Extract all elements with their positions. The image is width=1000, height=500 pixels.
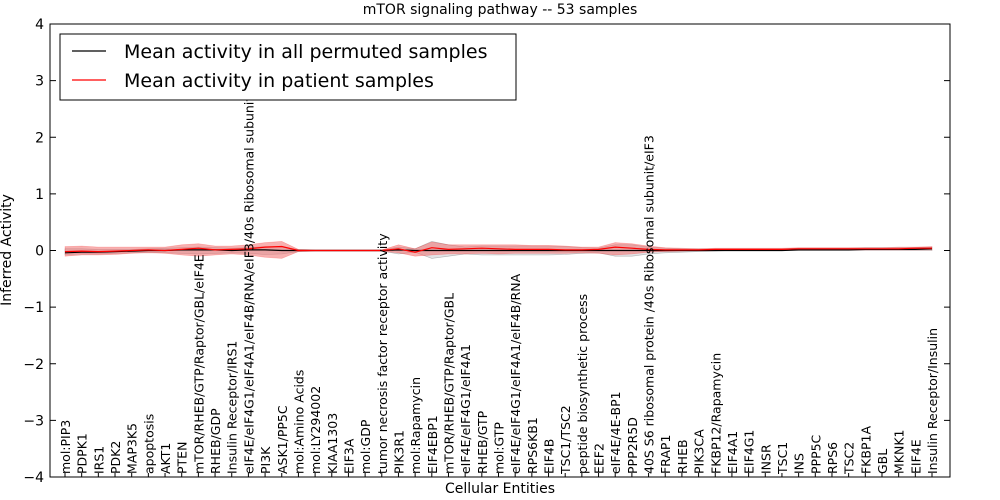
x-category-label: EIF4G1 [742, 430, 757, 474]
x-category-label: Insulin Receptor/Insulin [925, 328, 940, 474]
x-category-label: EIF4B [542, 439, 557, 474]
y-tick-label: 2 [35, 130, 44, 146]
y-axis-title: Inferred Activity [0, 194, 15, 306]
x-category-label: mTOR/RHEB/GTP/Raptor/GBL [441, 293, 456, 474]
legend-box [59, 33, 517, 101]
x-category-label: apoptosis [141, 414, 156, 474]
y-tick-label: 3 [35, 74, 44, 90]
x-category-label: TSC2 [842, 442, 857, 475]
x-category-label: RPS6 [825, 442, 840, 474]
x-category-label: PPP2R5D [625, 417, 640, 474]
x-category-label: mol:Rapamycin [408, 377, 423, 474]
x-category-label: RHEB [675, 439, 690, 474]
x-category-label: EIF4EBP1 [425, 415, 440, 474]
x-category-label: eIF4E/4E-BP1 [608, 391, 623, 474]
x-category-label: RHEB/GDP [208, 408, 223, 474]
x-category-label: TSC1/TSC2 [558, 405, 573, 475]
legend: Mean activity in all permuted samples Mea… [59, 33, 517, 101]
x-category-label: EEF2 [592, 443, 607, 474]
x-category-label: FKBP12/Rapamycin [708, 353, 723, 474]
y-tick-label: −4 [23, 470, 44, 486]
x-category-label: tumor necrosis factor receptor activity [375, 233, 390, 474]
x-category-label: KIAA1303 [325, 413, 340, 474]
x-category-label: mol:PIP3 [58, 420, 73, 474]
x-category-label: FRAP1 [658, 435, 673, 474]
x-category-label: RHEB/GTP [475, 410, 490, 474]
y-tick-label: −1 [23, 300, 44, 316]
x-category-label: TSC1 [775, 442, 790, 475]
x-category-label: IRS1 [91, 446, 106, 474]
x-category-label: peptide biosynthetic process [575, 294, 590, 474]
y-tick-label: 4 [35, 17, 44, 33]
x-category-label: Insulin Receptor/IRS1 [225, 341, 240, 474]
y-tick-label: 0 [35, 244, 44, 260]
x-category-label: EIF3A [341, 438, 356, 474]
x-category-label: mTOR/RHEB/GTP/Raptor/GBL/eIF4E [191, 254, 206, 474]
y-ticks: −4 −3 −2 −1 0 1 2 3 4 [23, 17, 950, 486]
x-category-label: eIF4E/eIF4G1/eIF4A1/eIF4B/RNA/eIF3/40s R… [241, 97, 256, 474]
series-line-patient [64, 245, 932, 253]
x-category-label: PIK3CA [692, 429, 707, 474]
x-category-label: mol:Amino Acids [291, 370, 306, 474]
legend-label-permuted: Mean activity in all permuted samples [124, 41, 487, 63]
x-category-label: mol:GDP [358, 419, 373, 474]
chart-title: mTOR signaling pathway -- 53 samples [363, 2, 638, 18]
x-category-label: EIF4E [908, 439, 923, 474]
x-category-label: INS [792, 453, 807, 474]
y-tick-label: −2 [23, 357, 44, 373]
x-category-label: ASK1/PP5C [275, 405, 290, 474]
y-tick-label: −3 [23, 413, 44, 429]
x-category-label: INSR [758, 444, 773, 474]
x-category-labels: mol:PIP3 PDPK1 IRS1 PDK2 MAP3K5 apoptosis AKT1… [58, 97, 940, 477]
x-category-label: 40S S6 ribosomal protein /40s Ribosomal … [642, 135, 657, 474]
x-category-label: MKNK1 [892, 430, 907, 474]
x-category-label: PIK3R1 [391, 430, 406, 474]
x-category-label: EIF4A1 [725, 431, 740, 474]
x-category-label: eIF4E/eIF4G1/eIF4A1 [458, 344, 473, 474]
x-category-label: PTEN [175, 442, 190, 474]
x-category-label: mol:GTP [492, 422, 507, 474]
x-category-label: PDK2 [108, 441, 123, 474]
x-category-label: AKT1 [158, 443, 173, 474]
x-axis-title: Cellular Entities [445, 481, 555, 497]
x-category-label: mol:LY294002 [308, 386, 323, 474]
y-tick-label: 1 [35, 187, 44, 203]
x-category-label: eIF4E/eIF4G1/eIF4A1/eIF4B/RNA [508, 273, 523, 474]
x-category-label: MAP3K5 [125, 423, 140, 474]
lines-layer [64, 245, 933, 254]
x-category-label: PI3K [258, 446, 273, 474]
x-category-label: FKBP1A [858, 426, 873, 474]
legend-label-patient: Mean activity in patient samples [124, 70, 434, 92]
x-category-label: GBL [875, 449, 890, 474]
x-category-label: PPP5C [808, 434, 823, 474]
x-category-label: RPS6KB1 [525, 417, 540, 474]
x-category-label: PDPK1 [75, 433, 90, 474]
